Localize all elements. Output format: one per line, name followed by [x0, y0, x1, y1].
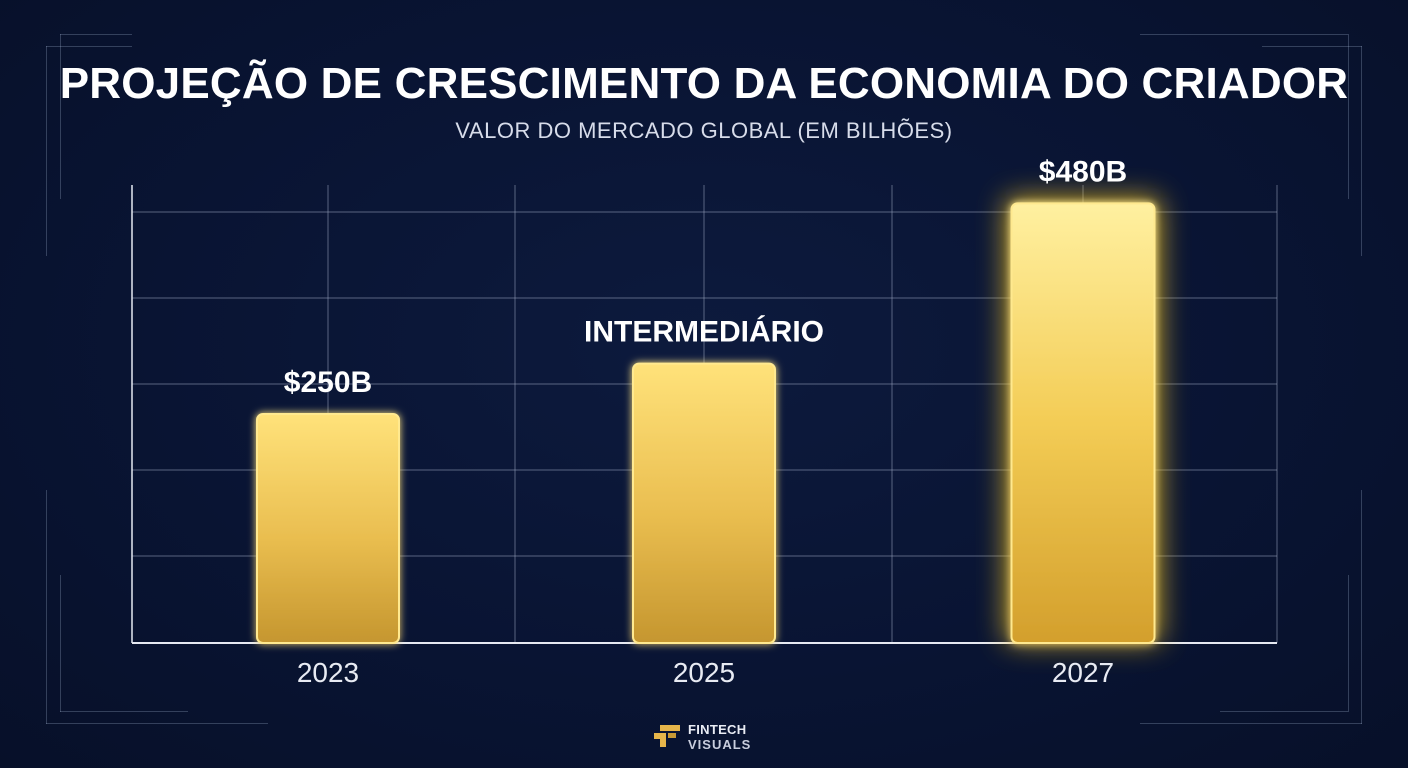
logo-line-1: FINTECH	[688, 722, 747, 737]
frame-corner-line	[1220, 711, 1348, 712]
frame-corner-line	[46, 46, 47, 256]
frame-corner-line	[1348, 34, 1349, 199]
fintech-logo-icon	[654, 725, 680, 747]
frame-corner-line	[1140, 723, 1362, 724]
x-tick-label: 2023	[297, 657, 359, 688]
frame-corner-line	[46, 490, 47, 724]
frame-corner-line	[46, 46, 132, 47]
x-tick-label: 2025	[673, 657, 735, 688]
frame-corner-line	[60, 711, 188, 712]
chart-subtitle: VALOR DO MERCADO GLOBAL (EM BILHÕES)	[455, 118, 953, 143]
frame-corner-line	[60, 34, 132, 35]
frame-corner-line	[1348, 575, 1349, 712]
bar-2025	[632, 362, 776, 644]
bar-value-label: $250B	[284, 366, 372, 399]
frame-corner-line	[1140, 34, 1348, 35]
frame-corner-line	[60, 575, 61, 712]
frame-corner-line	[46, 723, 268, 724]
logo-text: FINTECH VISUALS	[688, 722, 751, 752]
frame-corner-line	[1361, 490, 1362, 724]
bar-2027	[1010, 202, 1156, 644]
x-tick-label: 2027	[1052, 657, 1114, 688]
chart-title: PROJEÇÃO DE CRESCIMENTO DA ECONOMIA DO C…	[59, 59, 1349, 108]
bar-2023	[256, 413, 400, 644]
frame-corner-line	[1262, 46, 1362, 47]
logo-line-2: VISUALS	[688, 737, 752, 752]
bar-value-label: INTERMEDIÁRIO	[584, 315, 824, 349]
frame-corner-line	[60, 34, 61, 199]
fintech-visuals-logo: FINTECH VISUALS	[652, 720, 772, 754]
bar-value-label: $480B	[1039, 155, 1127, 188]
frame-corner-line	[1361, 46, 1362, 256]
